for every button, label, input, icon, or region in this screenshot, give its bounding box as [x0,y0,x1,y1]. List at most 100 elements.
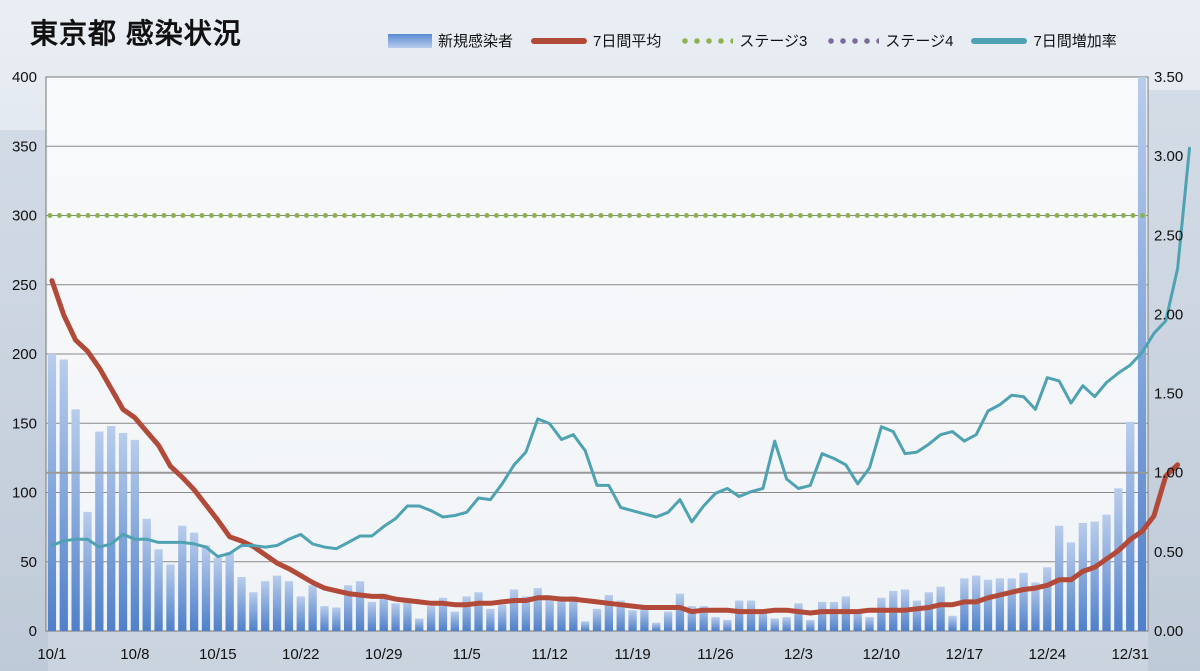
reference-lines [46,213,1148,474]
bar [533,588,542,631]
y-tick-label: 50 [20,554,37,571]
bar [474,592,483,631]
bar [83,511,92,631]
bar [71,409,80,631]
bar [794,603,803,631]
x-tick-label: 10/29 [365,646,403,663]
bar [178,525,187,631]
legend: 新規感染者 7日間平均 ステージ3 ステージ4 7日間増加率 [388,30,1135,51]
bar [723,619,732,631]
bar [296,596,305,631]
legend-label: ステージ3 [739,33,808,50]
bar [569,596,578,631]
bar [865,617,874,631]
y-tick-label: 250 [12,277,37,294]
y-tick-label: 100 [12,485,37,502]
legend-label: 7日間平均 [593,33,662,50]
bar [166,564,175,631]
y2-tick-label: 1.50 [1154,386,1183,403]
bar [924,592,933,631]
bar [367,601,377,631]
y2-tick-label: 2.00 [1154,306,1183,323]
line-swatch-icon [531,37,588,44]
bar [995,578,1005,631]
bar [225,552,234,631]
bar [912,600,922,631]
bar [344,585,353,631]
legend-label: 7日間増加率 [1033,33,1117,50]
bar [403,600,412,631]
y-tick-label: 200 [12,346,37,363]
bar [379,593,388,631]
bar [201,545,211,631]
bar [1007,578,1016,631]
x-tick-label: 11/26 [697,646,733,663]
bar [652,622,661,631]
bar [983,579,993,631]
bar [1019,572,1028,631]
bar [806,619,815,631]
bar [960,578,969,631]
bar [509,589,519,631]
legend-item-stage4: ステージ4 [825,30,953,51]
bar [545,597,554,631]
line-series [49,146,1191,616]
bar [415,618,424,631]
bar [213,557,222,631]
right-axis: 0.00 0.50 1.00 1.50 2.00 2.50 3.00 3.50 [1154,69,1183,640]
x-tick-label: 12/3 [784,646,813,663]
y2-tick-label: 3.50 [1154,69,1183,86]
legend-item-new-cases: 新規感染者 [388,30,513,51]
background-building [0,130,48,671]
bar [47,354,57,631]
bar [948,615,957,631]
bar [284,581,294,631]
bar [1114,488,1123,631]
x-tick-label: 11/12 [531,646,567,663]
bar [59,359,68,631]
bar [782,617,791,631]
legend-label: 新規感染者 [438,33,514,50]
bar [332,607,341,631]
legend-label: ステージ4 [885,33,954,50]
x-tick-label: 12/17 [946,646,984,663]
bar [1066,542,1076,631]
bar [1043,567,1052,631]
bar [498,604,507,631]
bar [1126,421,1135,631]
bar [853,610,862,631]
y2-tick-label: 0.50 [1154,544,1183,561]
bar [462,596,471,631]
bar [829,601,839,631]
bar [438,597,448,631]
bar [1090,521,1099,631]
x-axis: 10/1 10/8 10/15 10/22 10/29 11/5 11/12 11/19 11/… [37,646,1149,663]
bar [711,617,720,631]
y2-tick-label: 1.00 [1154,465,1183,482]
bar [936,586,945,631]
bar [107,426,116,631]
bar [272,575,282,631]
growth-rate-line [50,146,1191,559]
bar [391,603,400,631]
bar [130,439,140,631]
y-tick-label: 300 [12,208,37,225]
bar [426,606,436,631]
bar [1078,522,1087,631]
x-tick-label: 11/5 [453,646,481,663]
legend-item-7day-average: 7日間平均 [531,30,661,51]
bar [249,592,258,631]
y-tick-label: 150 [12,415,37,432]
x-tick-label: 12/31 [1111,646,1149,663]
bar [142,518,151,631]
average-line [49,278,1181,616]
bar [95,431,104,631]
bar [1102,514,1111,631]
bar [521,596,531,631]
legend-item-growth-rate: 7日間増加率 [971,30,1117,51]
y2-tick-label: 2.50 [1154,227,1183,244]
bar [1031,582,1040,631]
bar [189,532,199,631]
bar [592,608,602,631]
